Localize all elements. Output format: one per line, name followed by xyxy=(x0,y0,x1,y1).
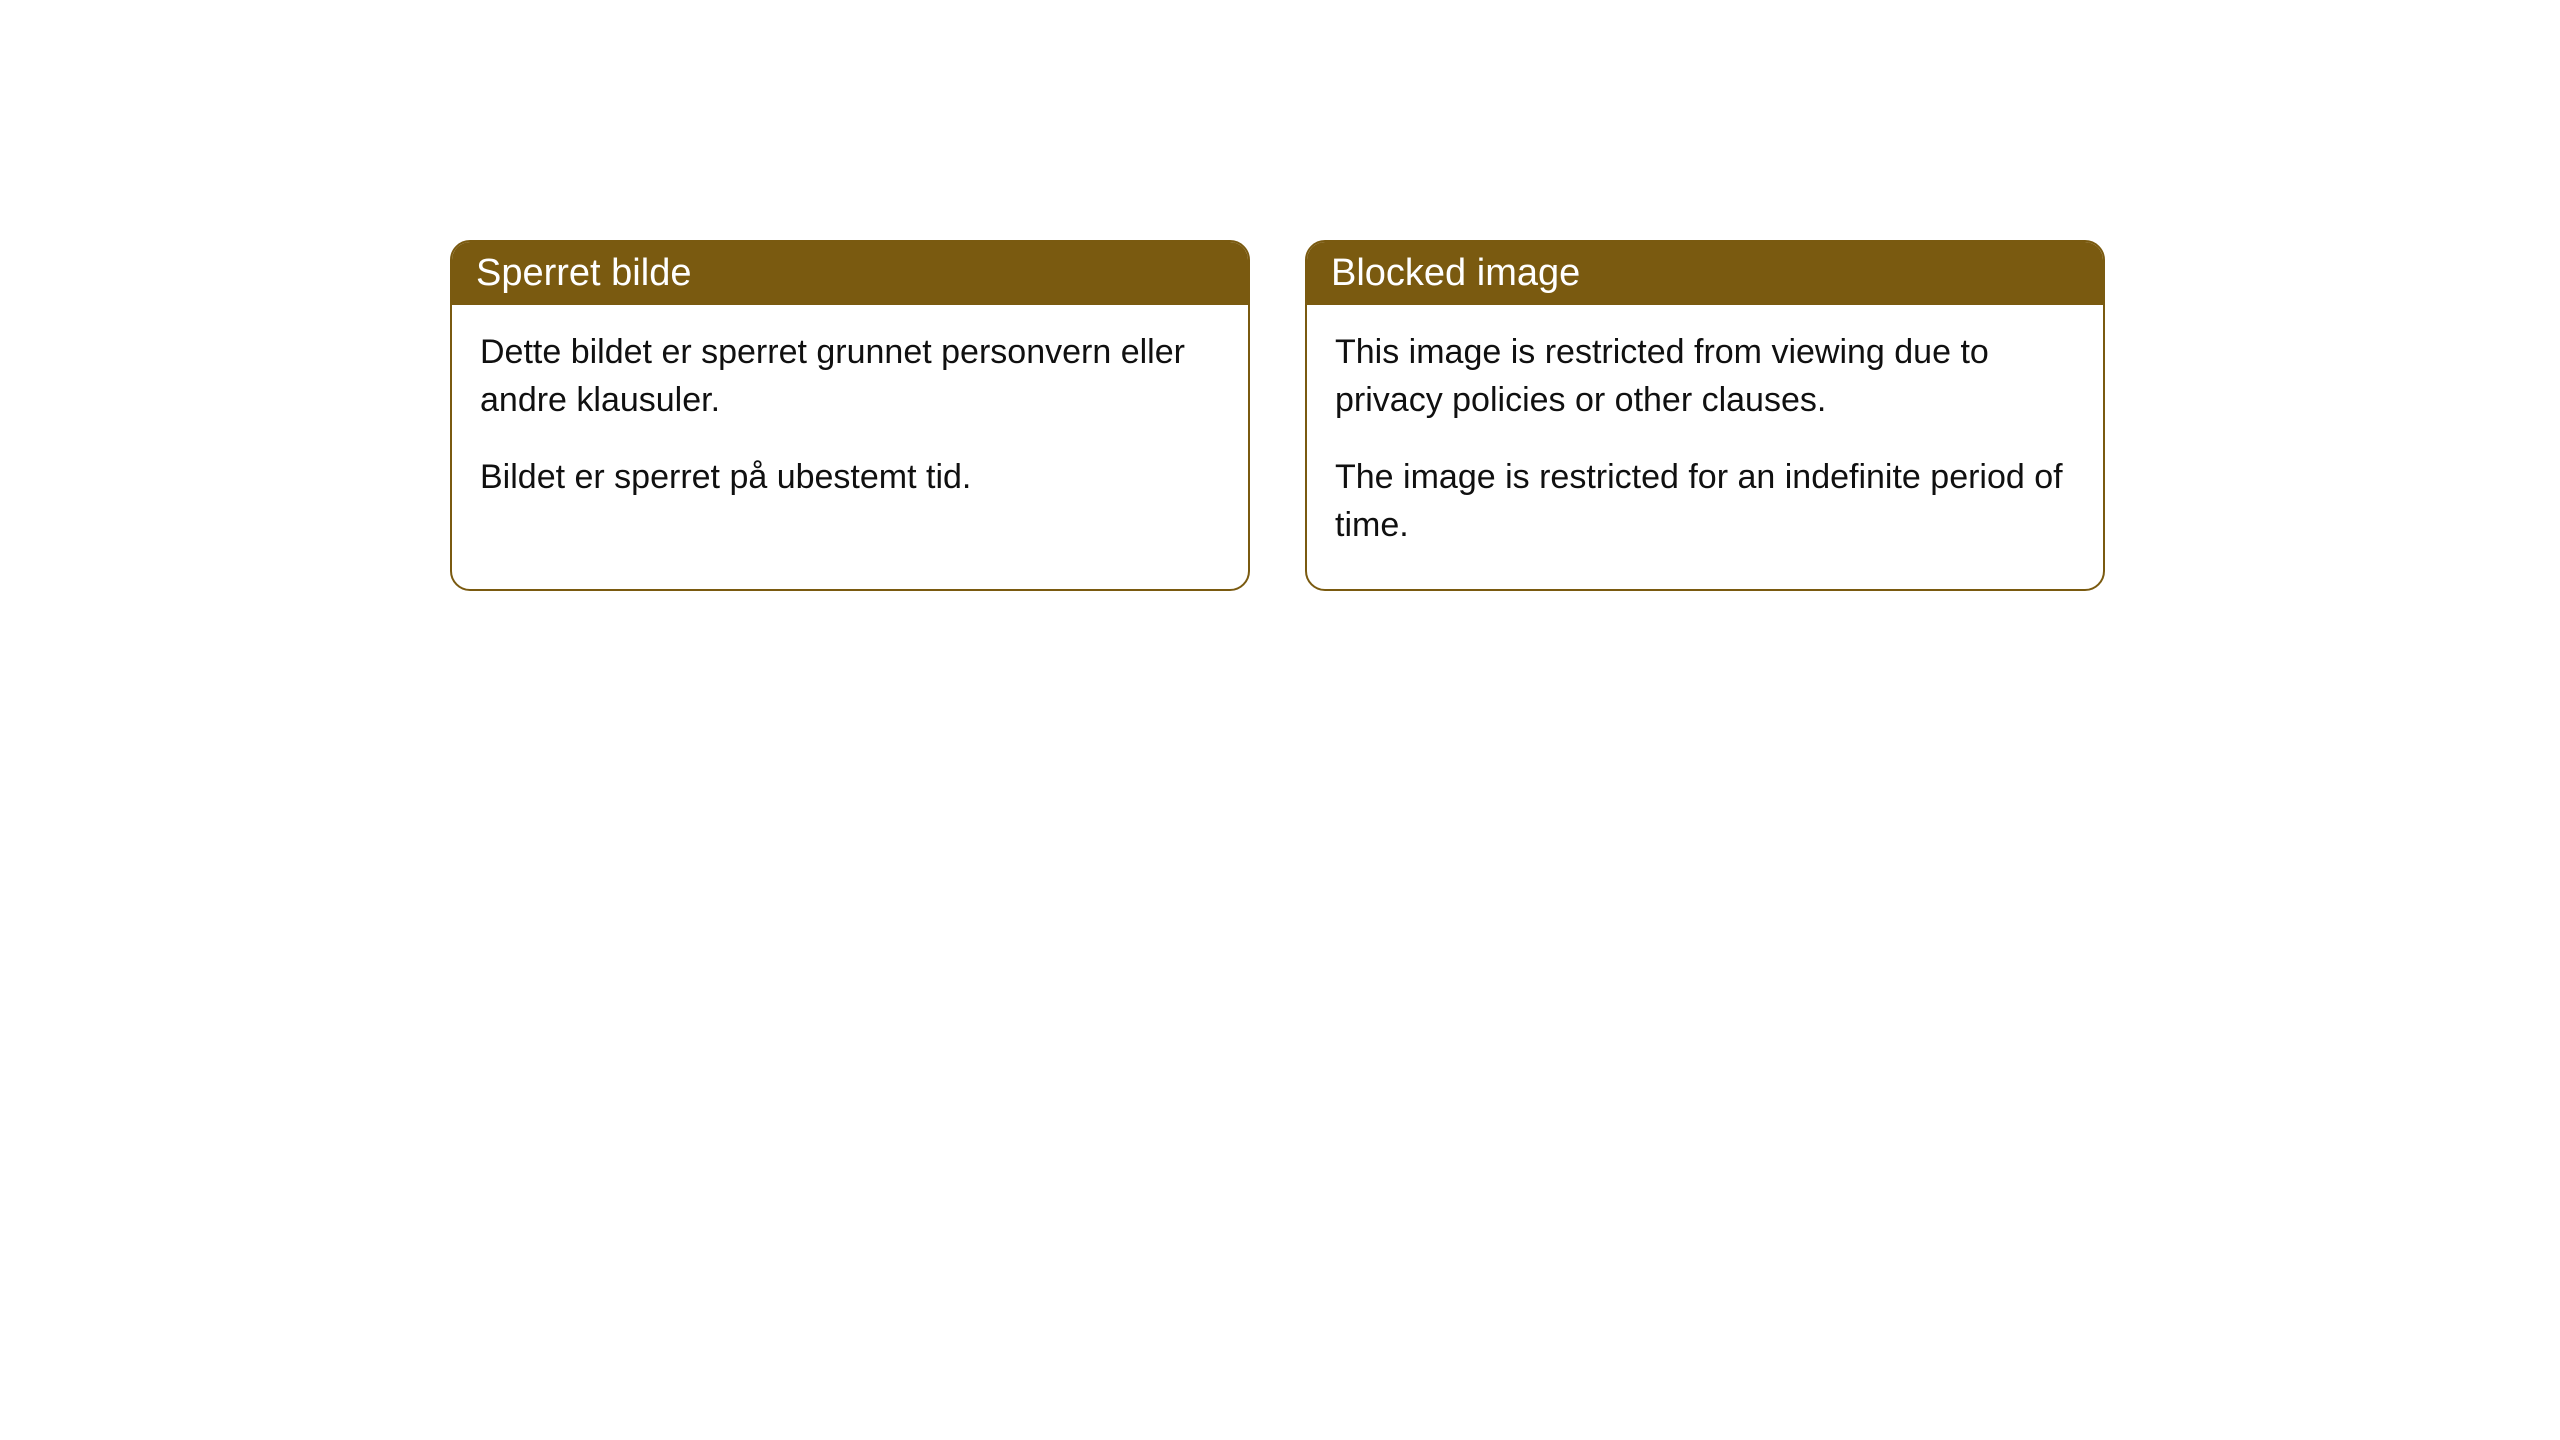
notice-card-norwegian: Sperret bilde Dette bildet er sperret gr… xyxy=(450,240,1250,591)
notice-header-norwegian: Sperret bilde xyxy=(452,242,1248,305)
notice-title-english: Blocked image xyxy=(1331,252,1580,294)
notice-paragraph-1-norwegian: Dette bildet er sperret grunnet personve… xyxy=(480,329,1220,424)
notice-title-norwegian: Sperret bilde xyxy=(476,252,691,294)
notice-card-english: Blocked image This image is restricted f… xyxy=(1305,240,2105,591)
notice-paragraph-2-norwegian: Bildet er sperret på ubestemt tid. xyxy=(480,454,1220,502)
notice-paragraph-2-english: The image is restricted for an indefinit… xyxy=(1335,454,2075,549)
notice-paragraph-1-english: This image is restricted from viewing du… xyxy=(1335,329,2075,424)
notice-header-english: Blocked image xyxy=(1307,242,2103,305)
notice-container: Sperret bilde Dette bildet er sperret gr… xyxy=(0,0,2560,591)
notice-body-norwegian: Dette bildet er sperret grunnet personve… xyxy=(452,305,1248,542)
notice-body-english: This image is restricted from viewing du… xyxy=(1307,305,2103,589)
